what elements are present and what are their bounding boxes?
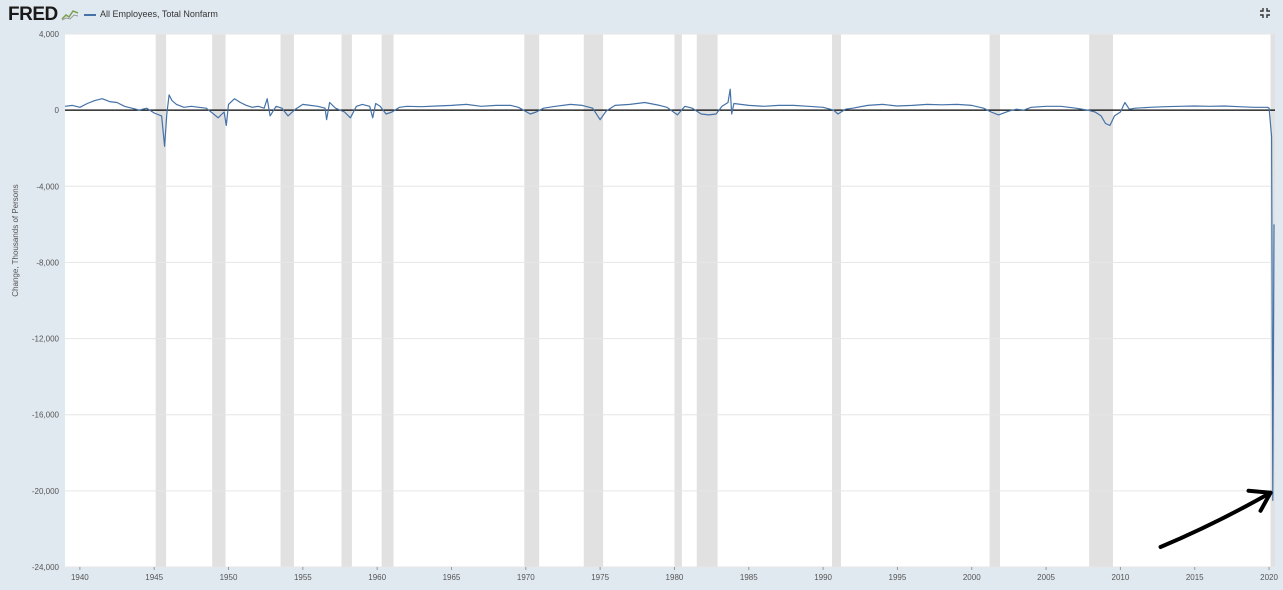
y-tick-label: -24,000 (32, 563, 60, 572)
plot-background (65, 34, 1275, 567)
recession-band (1270, 34, 1275, 567)
x-tick-label: 1965 (443, 573, 461, 582)
arrow-shaft (1158, 490, 1273, 550)
x-tick-label: 2020 (1260, 573, 1278, 582)
x-tick-label: 1950 (220, 573, 238, 582)
recession-band (524, 34, 540, 567)
fred-logo[interactable]: FRED (8, 4, 58, 25)
recession-band (155, 34, 167, 567)
expand-icon[interactable] (1259, 7, 1271, 19)
hand-drawn-arrow-annotation (1158, 488, 1273, 550)
x-axis-ticks: 1940 1945 1950 1955 1960 1965 1970 1975 1980 1985… (71, 567, 1279, 582)
recession-band (381, 34, 394, 567)
x-tick-label: 2010 (1112, 573, 1130, 582)
legend-label: All Employees, Total Nonfarm (100, 9, 218, 19)
x-tick-label: 1945 (145, 573, 163, 582)
y-tick-label: 4,000 (39, 30, 60, 39)
x-tick-label: 1975 (591, 573, 609, 582)
y-tick-label: 0 (55, 106, 60, 115)
y-axis-label: Change, Thousands of Persons (11, 184, 20, 296)
recession-band (696, 34, 718, 567)
y-tick-label: -16,000 (32, 411, 60, 420)
x-tick-label: 1980 (666, 573, 684, 582)
series-line-all-employees (64, 88, 1275, 501)
chart-line-icon (61, 7, 79, 21)
y-tick-label: -12,000 (32, 335, 60, 344)
x-tick-label: 1955 (294, 573, 312, 582)
x-tick-label: 2000 (963, 573, 981, 582)
recession-shading (155, 34, 1275, 567)
x-tick-label: 1940 (71, 573, 89, 582)
x-tick-label: 2015 (1186, 573, 1204, 582)
x-tick-label: 2005 (1037, 573, 1055, 582)
legend-swatch (84, 13, 96, 16)
x-tick-label: 1990 (814, 573, 832, 582)
recession-band (1089, 34, 1113, 567)
y-tick-label: -20,000 (32, 487, 60, 496)
recession-band (832, 34, 841, 567)
y-axis-ticks: 4,000 0 -4,000 -8,000 -12,000 -16,000 -20,000 -… (32, 30, 60, 572)
chart-header: FRED All Employees, Total Nonfarm (0, 0, 1283, 30)
arrow-head (1246, 488, 1273, 513)
recession-band (583, 34, 604, 567)
recession-band (212, 34, 226, 567)
x-tick-label: 1970 (517, 573, 535, 582)
recession-band (989, 34, 1000, 567)
x-tick-label: 1960 (368, 573, 386, 582)
recession-band (280, 34, 294, 567)
recession-band (674, 34, 682, 567)
y-tick-label: -4,000 (36, 182, 59, 191)
x-tick-label: 1995 (889, 573, 907, 582)
recession-band (341, 34, 352, 567)
y-tick-label: -8,000 (36, 258, 59, 267)
legend: All Employees, Total Nonfarm (84, 9, 218, 19)
x-tick-label: 1985 (740, 573, 758, 582)
